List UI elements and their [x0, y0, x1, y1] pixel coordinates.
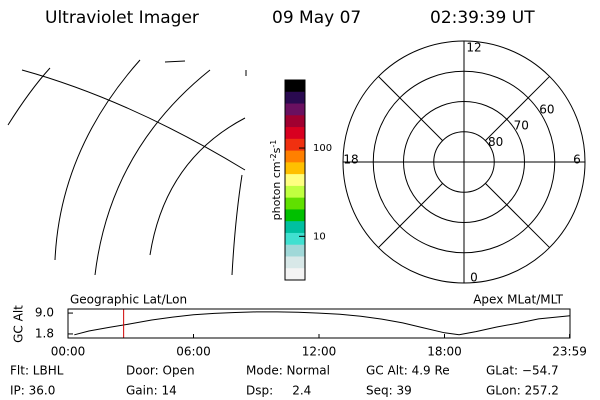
- left-label: Geographic Lat/Lon: [70, 293, 187, 307]
- altitude-line: [74, 311, 571, 336]
- geographic-grid: [7, 59, 247, 276]
- color-step: [285, 244, 305, 257]
- date: 09 May 07: [272, 8, 361, 28]
- right-label: Apex MLat/MLT: [473, 293, 563, 307]
- color-step: [285, 150, 305, 163]
- lat-label: 70: [514, 119, 529, 133]
- mlt-spoke: [378, 76, 443, 141]
- color-step: [285, 174, 305, 187]
- timeline-frame: [67, 308, 571, 339]
- color-step: [285, 162, 305, 175]
- label-part: -2: [269, 153, 278, 161]
- colorbar-tick-label: 100: [313, 143, 332, 154]
- mlt-spoke: [485, 183, 550, 248]
- footer-field: Gain: 14: [126, 384, 177, 398]
- title: Ultraviolet Imager: [45, 8, 199, 28]
- lat-label: 60: [539, 103, 554, 117]
- color-step: [285, 256, 305, 269]
- polar-plot: [342, 40, 586, 284]
- footer-field: Seq: 39: [366, 384, 412, 398]
- color-step: [285, 138, 305, 152]
- footer-field: Flt: LBHL: [10, 364, 64, 378]
- color-step: [285, 221, 305, 234]
- mlt-label: 12: [466, 41, 481, 55]
- time: 02:39:39 UT: [430, 8, 535, 28]
- label-part: photon cm: [270, 161, 283, 220]
- color-step: [285, 103, 305, 116]
- x-tick-label: 00:00: [51, 345, 86, 359]
- color-step: [285, 115, 305, 128]
- color-step: [285, 127, 305, 140]
- footer-field: Mode: Normal: [246, 364, 330, 378]
- mlt-spoke: [485, 76, 550, 141]
- footer-field: GLat: −54.7: [486, 364, 559, 378]
- lat-label: 80: [488, 135, 503, 149]
- mlt-label: 6: [573, 153, 581, 167]
- y-label: GC Alt: [12, 305, 26, 343]
- footer-field: Dsp: 2.4: [246, 384, 311, 398]
- colorbar-label: photon cm-2s-1: [269, 140, 284, 221]
- color-step: [285, 80, 305, 93]
- mlt-spoke: [378, 183, 443, 248]
- color-step: [285, 209, 305, 222]
- x-tick-label: 06:00: [176, 345, 211, 359]
- x-tick-label: 23:59: [552, 345, 587, 359]
- label-part: -1: [269, 140, 278, 148]
- x-tick-label: 12:00: [302, 345, 337, 359]
- y-tick-label: 1.8: [35, 326, 54, 340]
- y-tick-label: 9.0: [35, 306, 54, 320]
- footer-field: GC Alt: 4.9 Re: [366, 364, 450, 378]
- color-step: [285, 185, 305, 199]
- color-step: [285, 91, 305, 105]
- footer-field: IP: 36.0: [10, 384, 55, 398]
- mlt-label: 18: [343, 153, 358, 167]
- x-tick-label: 18:00: [427, 345, 462, 359]
- color-step: [285, 232, 305, 246]
- color-step: [285, 197, 305, 210]
- colorbar-tick-label: 10: [313, 231, 326, 242]
- colorbar-frame: [284, 79, 306, 281]
- label-part: s: [270, 147, 283, 153]
- footer-field: Door: Open: [126, 364, 195, 378]
- footer-field: GLon: 257.2: [486, 384, 559, 398]
- mlt-label: 0: [470, 271, 478, 285]
- color-step: [285, 268, 305, 281]
